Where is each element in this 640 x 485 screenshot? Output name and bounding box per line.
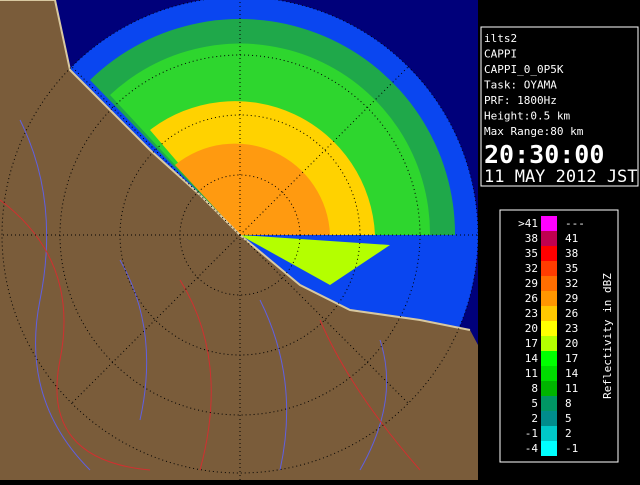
legend-high: 11 bbox=[565, 382, 578, 395]
legend-box bbox=[499, 209, 619, 463]
legend-high: 29 bbox=[565, 292, 578, 305]
legend-low: 38 bbox=[525, 232, 538, 245]
legend-low: 11 bbox=[525, 367, 538, 380]
legend-low: 29 bbox=[525, 277, 538, 290]
legend-swatch bbox=[541, 336, 557, 351]
legend-high: 14 bbox=[565, 367, 579, 380]
legend-low: 14 bbox=[525, 352, 539, 365]
legend-swatch bbox=[541, 246, 557, 261]
legend-high: 8 bbox=[565, 397, 572, 410]
legend-swatch bbox=[541, 351, 557, 366]
legend-low: 23 bbox=[525, 307, 538, 320]
legend-low: 8 bbox=[531, 382, 538, 395]
legend-swatch bbox=[541, 396, 557, 411]
legend-label: Reflectivity in dBZ bbox=[601, 273, 614, 399]
info-box bbox=[480, 26, 639, 187]
legend-high: 5 bbox=[565, 412, 572, 425]
info-line: Height:0.5 km bbox=[484, 110, 570, 123]
date: 11 MAY 2012 JST bbox=[484, 167, 638, 187]
rivers bbox=[19, 119, 388, 471]
legend-low: 2 bbox=[531, 412, 538, 425]
legend-high: 35 bbox=[565, 262, 578, 275]
info-line: Task: OYAMA bbox=[484, 79, 557, 92]
legend-low: 35 bbox=[525, 247, 538, 260]
range-rings bbox=[0, 0, 478, 480]
echo-orange bbox=[175, 143, 330, 235]
info-text: ilts2 CAPPI CAPPI_0_0P5K Task: OYAMA PRF: 18… bbox=[484, 32, 584, 138]
legend-high: 38 bbox=[565, 247, 578, 260]
info-line: CAPPI_0_0P5K bbox=[484, 63, 564, 76]
legend-low: 26 bbox=[525, 292, 538, 305]
legend-high: 17 bbox=[565, 352, 578, 365]
legend-swatch bbox=[541, 291, 557, 306]
info-line: PRF: 1800Hz bbox=[484, 94, 557, 107]
legend-swatch bbox=[541, 306, 557, 321]
legend-high: 26 bbox=[565, 307, 578, 320]
info-line: ilts2 bbox=[484, 32, 517, 45]
legend-high: 20 bbox=[565, 337, 578, 350]
radar-map bbox=[0, 0, 478, 480]
legend-swatch bbox=[541, 426, 557, 441]
legend-swatch bbox=[541, 366, 557, 381]
info-line: CAPPI bbox=[484, 48, 517, 61]
legend-swatch bbox=[541, 231, 557, 246]
echo-band bbox=[240, 235, 390, 285]
legend-high: 2 bbox=[565, 427, 572, 440]
legend-high: 23 bbox=[565, 322, 578, 335]
time: 20:30:00 bbox=[484, 140, 604, 169]
legend-swatch bbox=[541, 321, 557, 336]
legend-low: 17 bbox=[525, 337, 538, 350]
legend-high: 32 bbox=[565, 277, 578, 290]
info-line: Max Range:80 km bbox=[484, 125, 584, 138]
legend-swatch bbox=[541, 441, 557, 456]
legend-low: 5 bbox=[531, 397, 538, 410]
legend-swatch bbox=[541, 381, 557, 396]
borders bbox=[0, 199, 421, 471]
legend: >41 --- 38 41 35 38 32 35 29 32 26 29 23 26 20 23 17 20 14… bbox=[518, 216, 585, 456]
legend-low: >41 bbox=[518, 217, 538, 230]
legend-low: -1 bbox=[525, 427, 538, 440]
legend-low: -4 bbox=[525, 442, 539, 455]
legend-swatch bbox=[541, 216, 557, 231]
legend-high: -1 bbox=[565, 442, 578, 455]
legend-low: 32 bbox=[525, 262, 538, 275]
legend-high: 41 bbox=[565, 232, 578, 245]
legend-swatch bbox=[541, 261, 557, 276]
legend-swatch bbox=[541, 411, 557, 426]
legend-low: 20 bbox=[525, 322, 538, 335]
legend-swatch bbox=[541, 276, 557, 291]
legend-high: --- bbox=[565, 217, 585, 230]
